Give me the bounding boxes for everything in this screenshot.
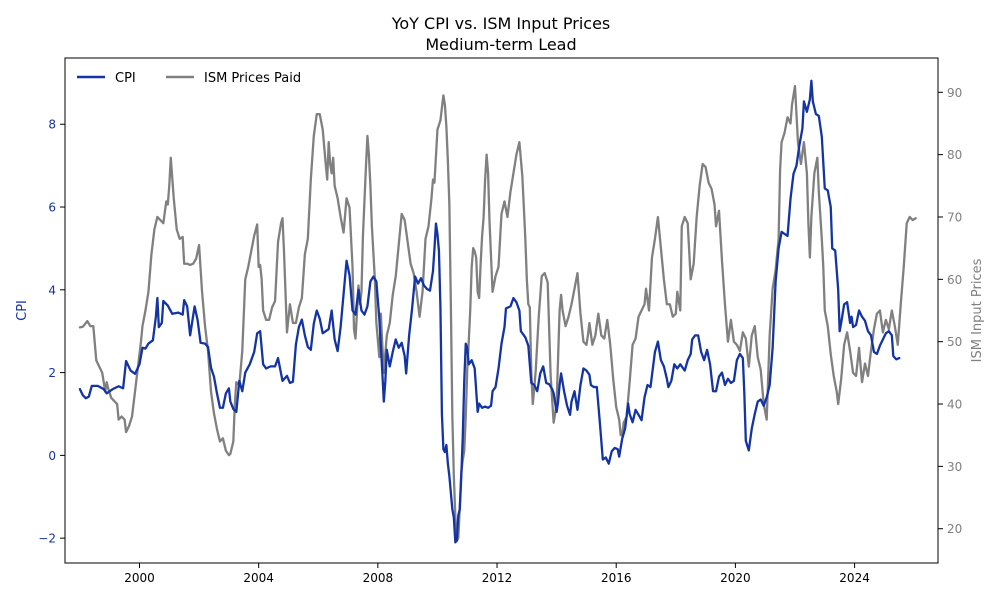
y-left-tick-label: −2 [38,532,56,546]
y-axis-right-label: ISM Input Prices [970,258,985,362]
y-left-tick-label: 0 [48,449,56,463]
x-tick-label: 2004 [243,571,274,585]
y-left-tick-label: 8 [48,118,56,132]
y-right-tick-label: 90 [947,86,962,100]
y-right-tick-label: 70 [947,210,962,224]
y-right-tick-label: 30 [947,460,962,474]
y-left-tick-label: 2 [48,366,56,380]
y-left-tick-label: 4 [48,283,56,297]
series-line-ism [78,84,917,543]
y-right-tick-label: 80 [947,148,962,162]
y-axis-left: −2 0 2 4 6 8 [38,118,65,546]
chart-subtitle: Medium-term Lead [425,35,576,54]
y-right-tick-label: 60 [947,273,962,287]
x-tick-label: 2024 [839,571,870,585]
plot-frame [64,57,939,564]
x-axis: 2000 2004 2008 2012 2016 2020 2024 [124,563,870,585]
y-right-tick-label: 20 [947,522,962,536]
x-tick-label: 2012 [482,571,513,585]
y-axis-left-label: CPI [15,300,30,321]
legend: CPI ISM Prices Paid [77,71,301,86]
series-layer [78,79,917,544]
x-tick-label: 2000 [124,571,155,585]
y-left-tick-label: 6 [48,201,56,215]
y-right-tick-label: 40 [947,398,962,412]
chart-title: YoY CPI vs. ISM Input Prices [391,14,611,33]
series-line-cpi [78,79,901,544]
legend-label-cpi: CPI [115,71,136,86]
x-tick-label: 2008 [363,571,394,585]
x-tick-label: 2020 [720,571,751,585]
x-tick-label: 2016 [601,571,632,585]
y-axis-right: 20 30 40 50 60 70 80 90 [938,86,962,536]
legend-label-ism: ISM Prices Paid [204,71,301,86]
y-right-tick-label: 50 [947,335,962,349]
